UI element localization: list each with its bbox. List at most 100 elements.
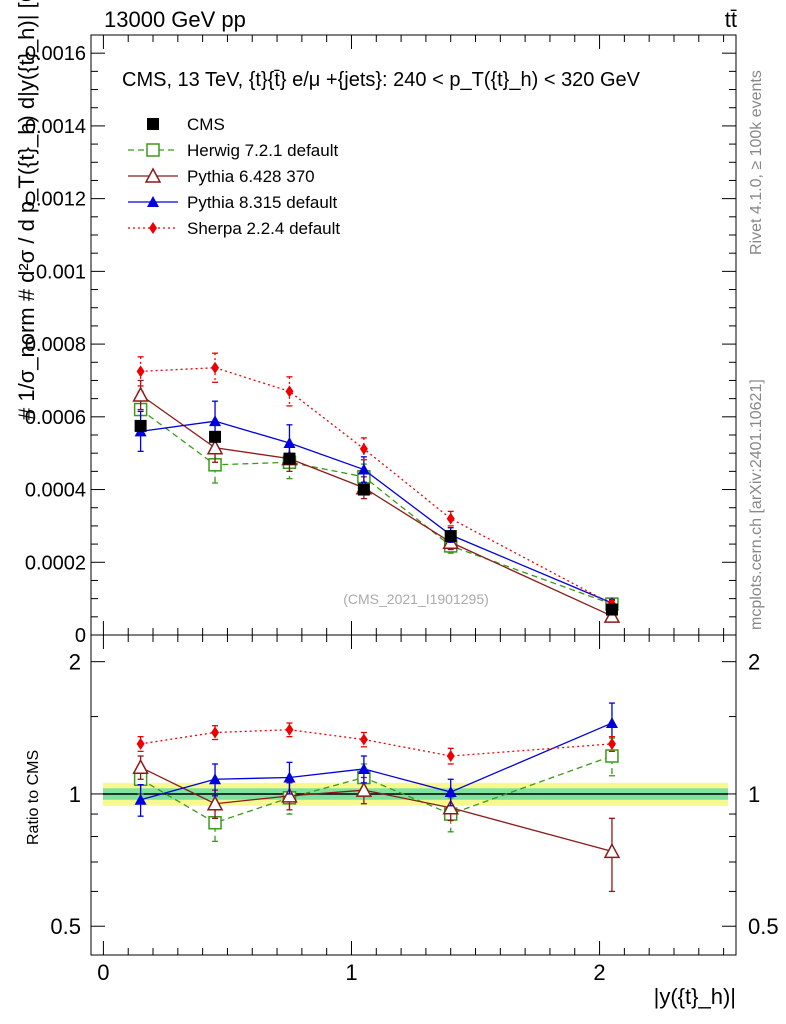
ratio-y-axis-label: Ratio to CMS: [25, 750, 42, 845]
data-point: [605, 717, 618, 729]
series-line: [140, 755, 613, 824]
data-point: [446, 512, 455, 525]
data-point: [603, 842, 621, 859]
ratio-y-tick-label: 0.5: [50, 914, 81, 939]
data-point: [605, 749, 619, 763]
data-point: [206, 439, 224, 455]
main-y-tick-label: 0.0014: [25, 116, 86, 138]
legend-label: Pythia 8.315 default: [187, 193, 338, 212]
legend-marker: [147, 196, 159, 207]
data-point: [283, 437, 296, 448]
data-point: [211, 361, 220, 374]
series-pythia-6-428-370: [132, 755, 621, 893]
data-point: [283, 771, 296, 783]
data-point: [206, 795, 224, 811]
data-point: [209, 773, 222, 785]
data-point: [132, 386, 149, 402]
energy-label: 13000 GeV pp: [104, 7, 246, 32]
data-point: [446, 749, 455, 762]
data-point: [134, 793, 147, 805]
series-line: [140, 420, 613, 604]
legend-item-herwig-7-2-1-default: Herwig 7.2.1 default: [128, 141, 338, 160]
series-line: [140, 729, 613, 757]
rivet-version-label: Rivet 4.1.0, ≥ 100k events: [748, 70, 765, 255]
ratio-series-layer: [132, 702, 621, 893]
legend-label: Sherpa 2.2.4 default: [187, 219, 340, 238]
series-line: [140, 409, 613, 605]
data-point: [136, 737, 145, 750]
legend-marker: [147, 118, 159, 130]
data-point: [359, 442, 368, 455]
series-cms: [134, 419, 618, 616]
data-point: [357, 463, 370, 475]
main-y-tick-label: 0.0012: [25, 189, 86, 211]
data-point: [283, 452, 296, 465]
x-tick-label: 2: [593, 960, 605, 985]
data-point: [134, 419, 147, 432]
data-point: [357, 762, 370, 774]
data-point: [285, 385, 294, 398]
x-tick-label: 1: [345, 960, 357, 985]
data-point: [603, 607, 621, 623]
series-line: [140, 394, 613, 617]
main-y-tick-label: 0.0016: [25, 43, 86, 65]
legend-marker: [144, 167, 162, 183]
data-point: [281, 787, 298, 803]
main-y-tick-label: 0.0004: [25, 480, 86, 502]
main-y-tick-label: 0.0002: [25, 552, 86, 574]
data-point: [136, 365, 145, 378]
main-y-tick-label: 0.0006: [25, 407, 86, 429]
data-point: [359, 733, 368, 746]
main-axis-ticks: 0 0.0002 0.0004 0.0006 0.0008 0.001 0.0012 0.00…: [25, 35, 736, 647]
data-point: [607, 737, 616, 750]
legend-label: Pythia 6.428 370: [187, 167, 315, 186]
legend-item-cms: CMS: [147, 115, 225, 134]
data-point: [442, 799, 459, 815]
main-series-layer: [132, 352, 621, 623]
series-line: [140, 367, 613, 605]
series-line: [140, 766, 613, 853]
data-point: [355, 781, 373, 797]
ratio-reference-band: [103, 782, 728, 806]
process-label: tt̄: [725, 7, 737, 32]
series-herwig-7-2-1-default: [133, 390, 619, 611]
data-point: [357, 483, 370, 496]
series-sherpa-2-2-4-default: [136, 352, 616, 611]
legend-label: Herwig 7.2.1 default: [187, 141, 338, 160]
data-point: [605, 603, 618, 616]
data-point: [209, 415, 222, 427]
series-sherpa-2-2-4-default: [136, 722, 616, 765]
data-point: [285, 723, 294, 736]
main-y-axis-label: # 1/σ_norm # d²σ / d p_T({t}_h) d|y({t}_…: [14, 0, 39, 420]
mcplots-label: mcplots.cern.ch [arXiv:2401.10621]: [748, 379, 765, 630]
ratio-axis-ticks: 0.5 0.5 1 1 2 2 0 1 2: [50, 635, 779, 985]
ratio-y-tick-label-right: 2: [748, 650, 760, 675]
legend-marker: [146, 143, 160, 157]
data-point: [209, 430, 222, 443]
legend-label: CMS: [187, 115, 225, 134]
chart-title: CMS, 13 TeV, {t}{t̄} e/μ +{jets}: 240 < …: [122, 69, 641, 91]
legend-marker: [149, 222, 157, 234]
ratio-plot-frame: [90, 634, 737, 956]
x-tick-label: 0: [97, 960, 109, 985]
main-y-tick-label: 0.0008: [25, 334, 86, 356]
data-point: [444, 786, 457, 798]
main-y-tick-label: 0: [75, 625, 86, 647]
legend-item-sherpa-2-2-4-default: Sherpa 2.2.4 default: [128, 219, 340, 238]
legend-item-pythia-8-315-default: Pythia 8.315 default: [128, 193, 338, 212]
data-point: [211, 726, 220, 739]
data-point: [132, 758, 149, 775]
legend-item-pythia-6-428-370: Pythia 6.428 370: [128, 167, 315, 186]
legend: CMS Herwig 7.2.1 default Pythia 6.428 370 P…: [128, 115, 340, 238]
series-pythia-6-428-370: [132, 379, 621, 623]
x-axis-label: |y({t}_h)|: [654, 984, 736, 1009]
ratio-y-tick-label-right: 1: [748, 782, 760, 807]
ratio-y-tick-label: 2: [69, 650, 81, 675]
watermark-label: (CMS_2021_I1901295): [343, 591, 489, 607]
series-pythia-8-315-default: [134, 702, 618, 817]
main-y-tick-label: 0.001: [36, 261, 86, 283]
series-pythia-8-315-default: [134, 400, 618, 608]
series-line: [140, 722, 613, 801]
ratio-y-tick-label: 1: [69, 782, 81, 807]
